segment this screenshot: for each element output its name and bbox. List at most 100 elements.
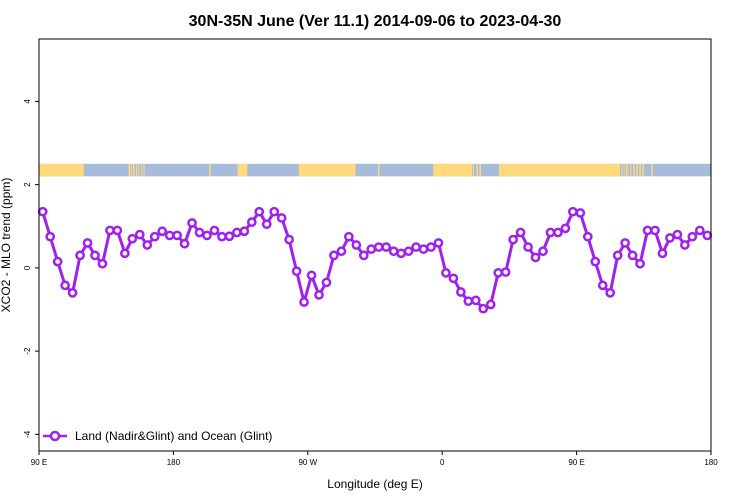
data-point xyxy=(373,242,384,252)
land-segment xyxy=(642,163,644,177)
data-point xyxy=(75,250,85,261)
legend-label: Land (Nadir&Glint) and Ocean (Glint) xyxy=(75,429,272,443)
legend: Land (Nadir&Glint) and Ocean (Glint) xyxy=(43,429,272,443)
data-point xyxy=(605,288,616,298)
y-tick-label: 4 xyxy=(23,99,32,104)
data-point xyxy=(508,234,518,245)
data-point xyxy=(202,230,212,241)
data-point xyxy=(493,268,504,278)
data-point xyxy=(194,227,205,238)
surface-band xyxy=(39,163,711,177)
land-segment xyxy=(651,163,653,177)
x-tick-label: 180 xyxy=(704,458,718,467)
data-point xyxy=(627,250,638,261)
chart-title: 30N-35N June (Ver 11.1) 2014-09-06 to 20… xyxy=(189,13,562,30)
data-point xyxy=(553,227,563,238)
data-point xyxy=(650,225,660,236)
data-point xyxy=(232,227,242,238)
data-point xyxy=(396,248,406,259)
data-point xyxy=(306,270,317,281)
land-segment xyxy=(472,163,474,177)
data-point xyxy=(612,250,623,261)
data-point xyxy=(597,280,608,291)
land-segment xyxy=(627,163,629,177)
data-point xyxy=(291,266,302,277)
data-point xyxy=(403,246,414,257)
data-point xyxy=(366,244,377,255)
land-segment xyxy=(636,163,638,177)
land-segment xyxy=(39,163,84,177)
data-point xyxy=(687,231,698,242)
land-segment xyxy=(621,163,623,177)
data-point xyxy=(411,242,421,252)
x-axis-label: Longitude (deg E) xyxy=(327,477,422,491)
x-tick-label: 180 xyxy=(167,458,181,467)
data-point xyxy=(463,296,474,307)
data-point xyxy=(665,233,675,243)
land-segment xyxy=(630,163,632,177)
data-point xyxy=(620,238,630,248)
data-point xyxy=(456,287,466,297)
data-point xyxy=(635,258,645,269)
land-segment xyxy=(128,163,131,177)
data-point xyxy=(433,238,444,248)
land-segment xyxy=(298,163,356,177)
data-point xyxy=(680,240,690,250)
data-point xyxy=(217,231,227,242)
data-point xyxy=(344,231,354,242)
data-point xyxy=(568,206,578,217)
data-point xyxy=(254,206,265,217)
data-point xyxy=(702,230,713,241)
data-point xyxy=(127,233,138,244)
data-point xyxy=(172,230,182,241)
data-point xyxy=(246,217,257,227)
y-tick-label: -2 xyxy=(23,347,32,355)
data-point xyxy=(329,250,339,261)
data-point xyxy=(157,226,168,237)
data-point xyxy=(575,208,586,218)
data-point xyxy=(538,246,548,257)
data-point xyxy=(67,288,78,298)
data-point xyxy=(470,295,481,306)
data-point xyxy=(321,277,332,288)
y-tick-label: 0 xyxy=(23,265,32,270)
data-point xyxy=(358,250,369,261)
y-tick-label: 2 xyxy=(23,182,32,187)
legend-marker xyxy=(49,430,61,442)
land-segment xyxy=(143,163,145,177)
x-tick-label: 90 E xyxy=(31,458,47,467)
data-point xyxy=(134,229,145,240)
data-point xyxy=(560,223,571,234)
plot-frame xyxy=(38,38,712,452)
land-segment xyxy=(133,163,135,177)
data-point xyxy=(142,240,153,250)
land-segment xyxy=(138,163,140,177)
data-point xyxy=(82,238,93,248)
data-point xyxy=(60,280,70,291)
land-segment xyxy=(130,163,132,177)
land-segment xyxy=(498,163,620,177)
data-point xyxy=(45,231,56,242)
data-point xyxy=(448,273,459,284)
data-point xyxy=(269,206,280,217)
land-segment xyxy=(479,163,482,177)
data-point xyxy=(388,246,399,257)
data-point xyxy=(515,227,526,238)
data-point xyxy=(90,250,100,261)
data-point xyxy=(37,206,48,217)
data-point xyxy=(530,252,541,263)
land-segment xyxy=(141,163,143,177)
land-segment xyxy=(623,163,625,177)
data-point xyxy=(336,246,347,257)
land-segment xyxy=(433,163,473,177)
data-point xyxy=(694,225,705,236)
data-point xyxy=(314,290,324,300)
data-point xyxy=(590,256,601,267)
land-segment xyxy=(377,163,380,177)
data-point xyxy=(52,256,63,267)
data-point xyxy=(351,240,362,250)
data-point xyxy=(500,267,511,277)
data-point xyxy=(209,225,220,236)
x-tick-label: 90 E xyxy=(568,458,584,467)
data-point xyxy=(657,248,668,259)
